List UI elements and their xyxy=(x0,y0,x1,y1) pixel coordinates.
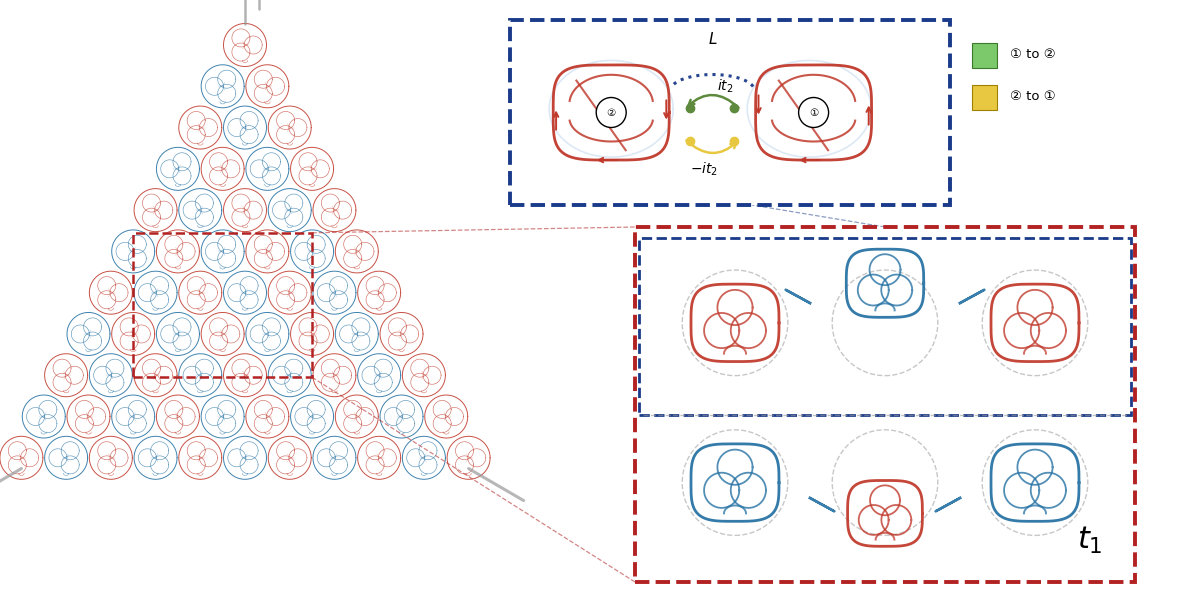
Circle shape xyxy=(799,97,828,127)
Bar xyxy=(133,233,312,377)
Bar xyxy=(972,85,997,110)
Bar xyxy=(972,43,997,68)
Text: $it_2$: $it_2$ xyxy=(718,77,734,94)
Circle shape xyxy=(596,97,626,127)
Text: L: L xyxy=(708,32,716,47)
Text: ①: ① xyxy=(809,107,818,118)
Bar xyxy=(640,238,1132,415)
Text: $-it_2$: $-it_2$ xyxy=(690,161,719,178)
Text: ① to ②: ① to ② xyxy=(1010,48,1056,61)
Bar xyxy=(635,227,1135,582)
Bar xyxy=(510,20,950,205)
Text: $t_1$: $t_1$ xyxy=(1078,524,1103,556)
Text: ② to ①: ② to ① xyxy=(1010,90,1056,103)
Text: ②: ② xyxy=(606,107,616,118)
